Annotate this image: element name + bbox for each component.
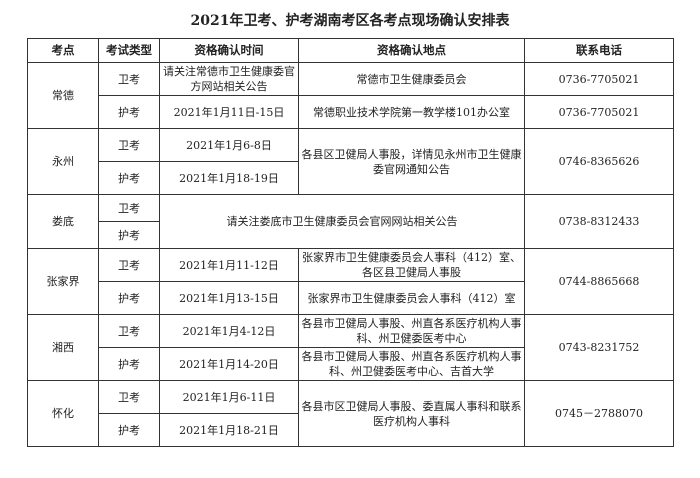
header-type: 考试类型	[98, 38, 160, 63]
site-cell: 湘西	[27, 314, 99, 381]
time-cell: 2021年1月18-19日	[159, 161, 299, 195]
table-row: 护考 2021年1月14-20日 各县市卫健局人事股、州直各系医疗机构人事科、州…	[28, 347, 674, 381]
place-cell: 常德市卫生健康委员会	[298, 62, 525, 96]
site-cell: 娄底	[27, 194, 99, 249]
table-row: 常德 卫考 请关注常德市卫生健康委官方网站相关公告 常德市卫生健康委员会 073…	[27, 62, 674, 129]
header-place: 资格确认地点	[298, 38, 525, 63]
type-cell: 卫考	[98, 314, 160, 348]
time-cell: 2021年1月4-12日	[159, 314, 299, 348]
table-row: 张家界 卫考 2021年1月11-12日 张家界市卫生健康委员会人事科（412）…	[27, 248, 674, 315]
table-row: 护考 2021年1月13-15日 张家界市卫生健康委员会人事科（412）室	[28, 281, 674, 315]
phone-cell: 0744-8865668	[524, 248, 674, 315]
type-cell: 护考	[98, 95, 160, 129]
time-cell: 2021年1月6-11日	[159, 380, 299, 414]
document-title: 2021年卫考、护考湖南考区各考点现场确认安排表	[190, 13, 510, 29]
table-row: 永州 卫考 2021年1月6-8日 各县区卫健局人事股，详情见永州市卫生健康委官…	[27, 128, 674, 195]
type-cell: 卫考	[98, 194, 160, 222]
type-cell: 护考	[98, 413, 160, 447]
time-cell: 2021年1月18-21日	[159, 413, 299, 447]
header-row: 考点 考试类型 资格确认时间 资格确认地点 联系电话	[27, 38, 674, 63]
time-cell: 2021年1月14-20日	[159, 347, 299, 381]
place-cell: 常德职业技术学院第一教学楼101办公室	[298, 95, 525, 129]
table-row: 护考 2021年1月18-19日	[28, 161, 674, 195]
type-cell: 卫考	[98, 380, 160, 414]
table-row: 怀化 卫考 2021年1月6-11日 各县市区卫健局人事股、委直属人事科和联系医…	[27, 380, 674, 447]
type-cell: 卫考	[98, 62, 160, 96]
phone-cell: 0738-8312433	[524, 194, 674, 249]
place-cell: 张家界市卫生健康委员会人事科（412）室、各区县卫健局人事股	[298, 248, 525, 282]
header-phone: 联系电话	[524, 38, 674, 63]
site-cell: 怀化	[27, 380, 99, 447]
type-cell: 护考	[98, 221, 160, 249]
time-cell: 2021年1月11-12日	[159, 248, 299, 282]
type-cell: 护考	[98, 281, 160, 315]
phone-cell: 0736-7705021	[524, 62, 674, 96]
type-cell: 护考	[98, 347, 160, 381]
place-cell: 各县市卫健局人事股、州直各系医疗机构人事科、州卫健委医考中心	[298, 314, 525, 348]
type-cell: 卫考	[98, 128, 160, 162]
place-cell: 各县市区卫健局人事股、委直属人事科和联系医疗机构人事科	[298, 380, 525, 447]
schedule-table: 考点 考试类型 资格确认时间 资格确认地点 联系电话 常德 卫考 请关注常德市卫…	[27, 38, 674, 447]
site-cell: 常德	[27, 62, 99, 129]
phone-cell: 0743-8231752	[524, 314, 674, 381]
type-cell: 卫考	[98, 248, 160, 282]
table-row: 护考 2021年1月11日-15日 常德职业技术学院第一教学楼101办公室 07…	[28, 95, 674, 129]
site-cell: 永州	[27, 128, 99, 195]
notice-cell: 请关注娄底市卫生健康委员会官网网站相关公告	[159, 194, 525, 249]
phone-cell: 0746-8365626	[524, 128, 674, 195]
header-site: 考点	[27, 38, 99, 63]
table-row: 娄底 卫考 请关注娄底市卫生健康委员会官网网站相关公告 0738-8312433	[27, 194, 674, 249]
time-cell: 请关注常德市卫生健康委官方网站相关公告	[159, 62, 299, 96]
table-row: 护考 2021年1月18-21日	[28, 413, 674, 447]
place-cell: 张家界市卫生健康委员会人事科（412）室	[298, 281, 525, 315]
site-cell: 张家界	[27, 248, 99, 315]
table-row: 湘西 卫考 2021年1月4-12日 各县市卫健局人事股、州直各系医疗机构人事科…	[27, 314, 674, 381]
time-cell: 2021年1月6-8日	[159, 128, 299, 162]
time-cell: 2021年1月13-15日	[159, 281, 299, 315]
phone-cell: 0745－2788070	[524, 380, 674, 447]
place-cell: 各县区卫健局人事股，详情见永州市卫生健康委官网通知公告	[298, 128, 525, 195]
phone-cell: 0736-7705021	[524, 95, 674, 129]
place-cell: 各县市卫健局人事股、州直各系医疗机构人事科、州卫健委医考中心、吉首大学	[298, 347, 525, 381]
time-cell: 2021年1月11日-15日	[159, 95, 299, 129]
type-cell: 护考	[98, 161, 160, 195]
header-time: 资格确认时间	[159, 38, 299, 63]
